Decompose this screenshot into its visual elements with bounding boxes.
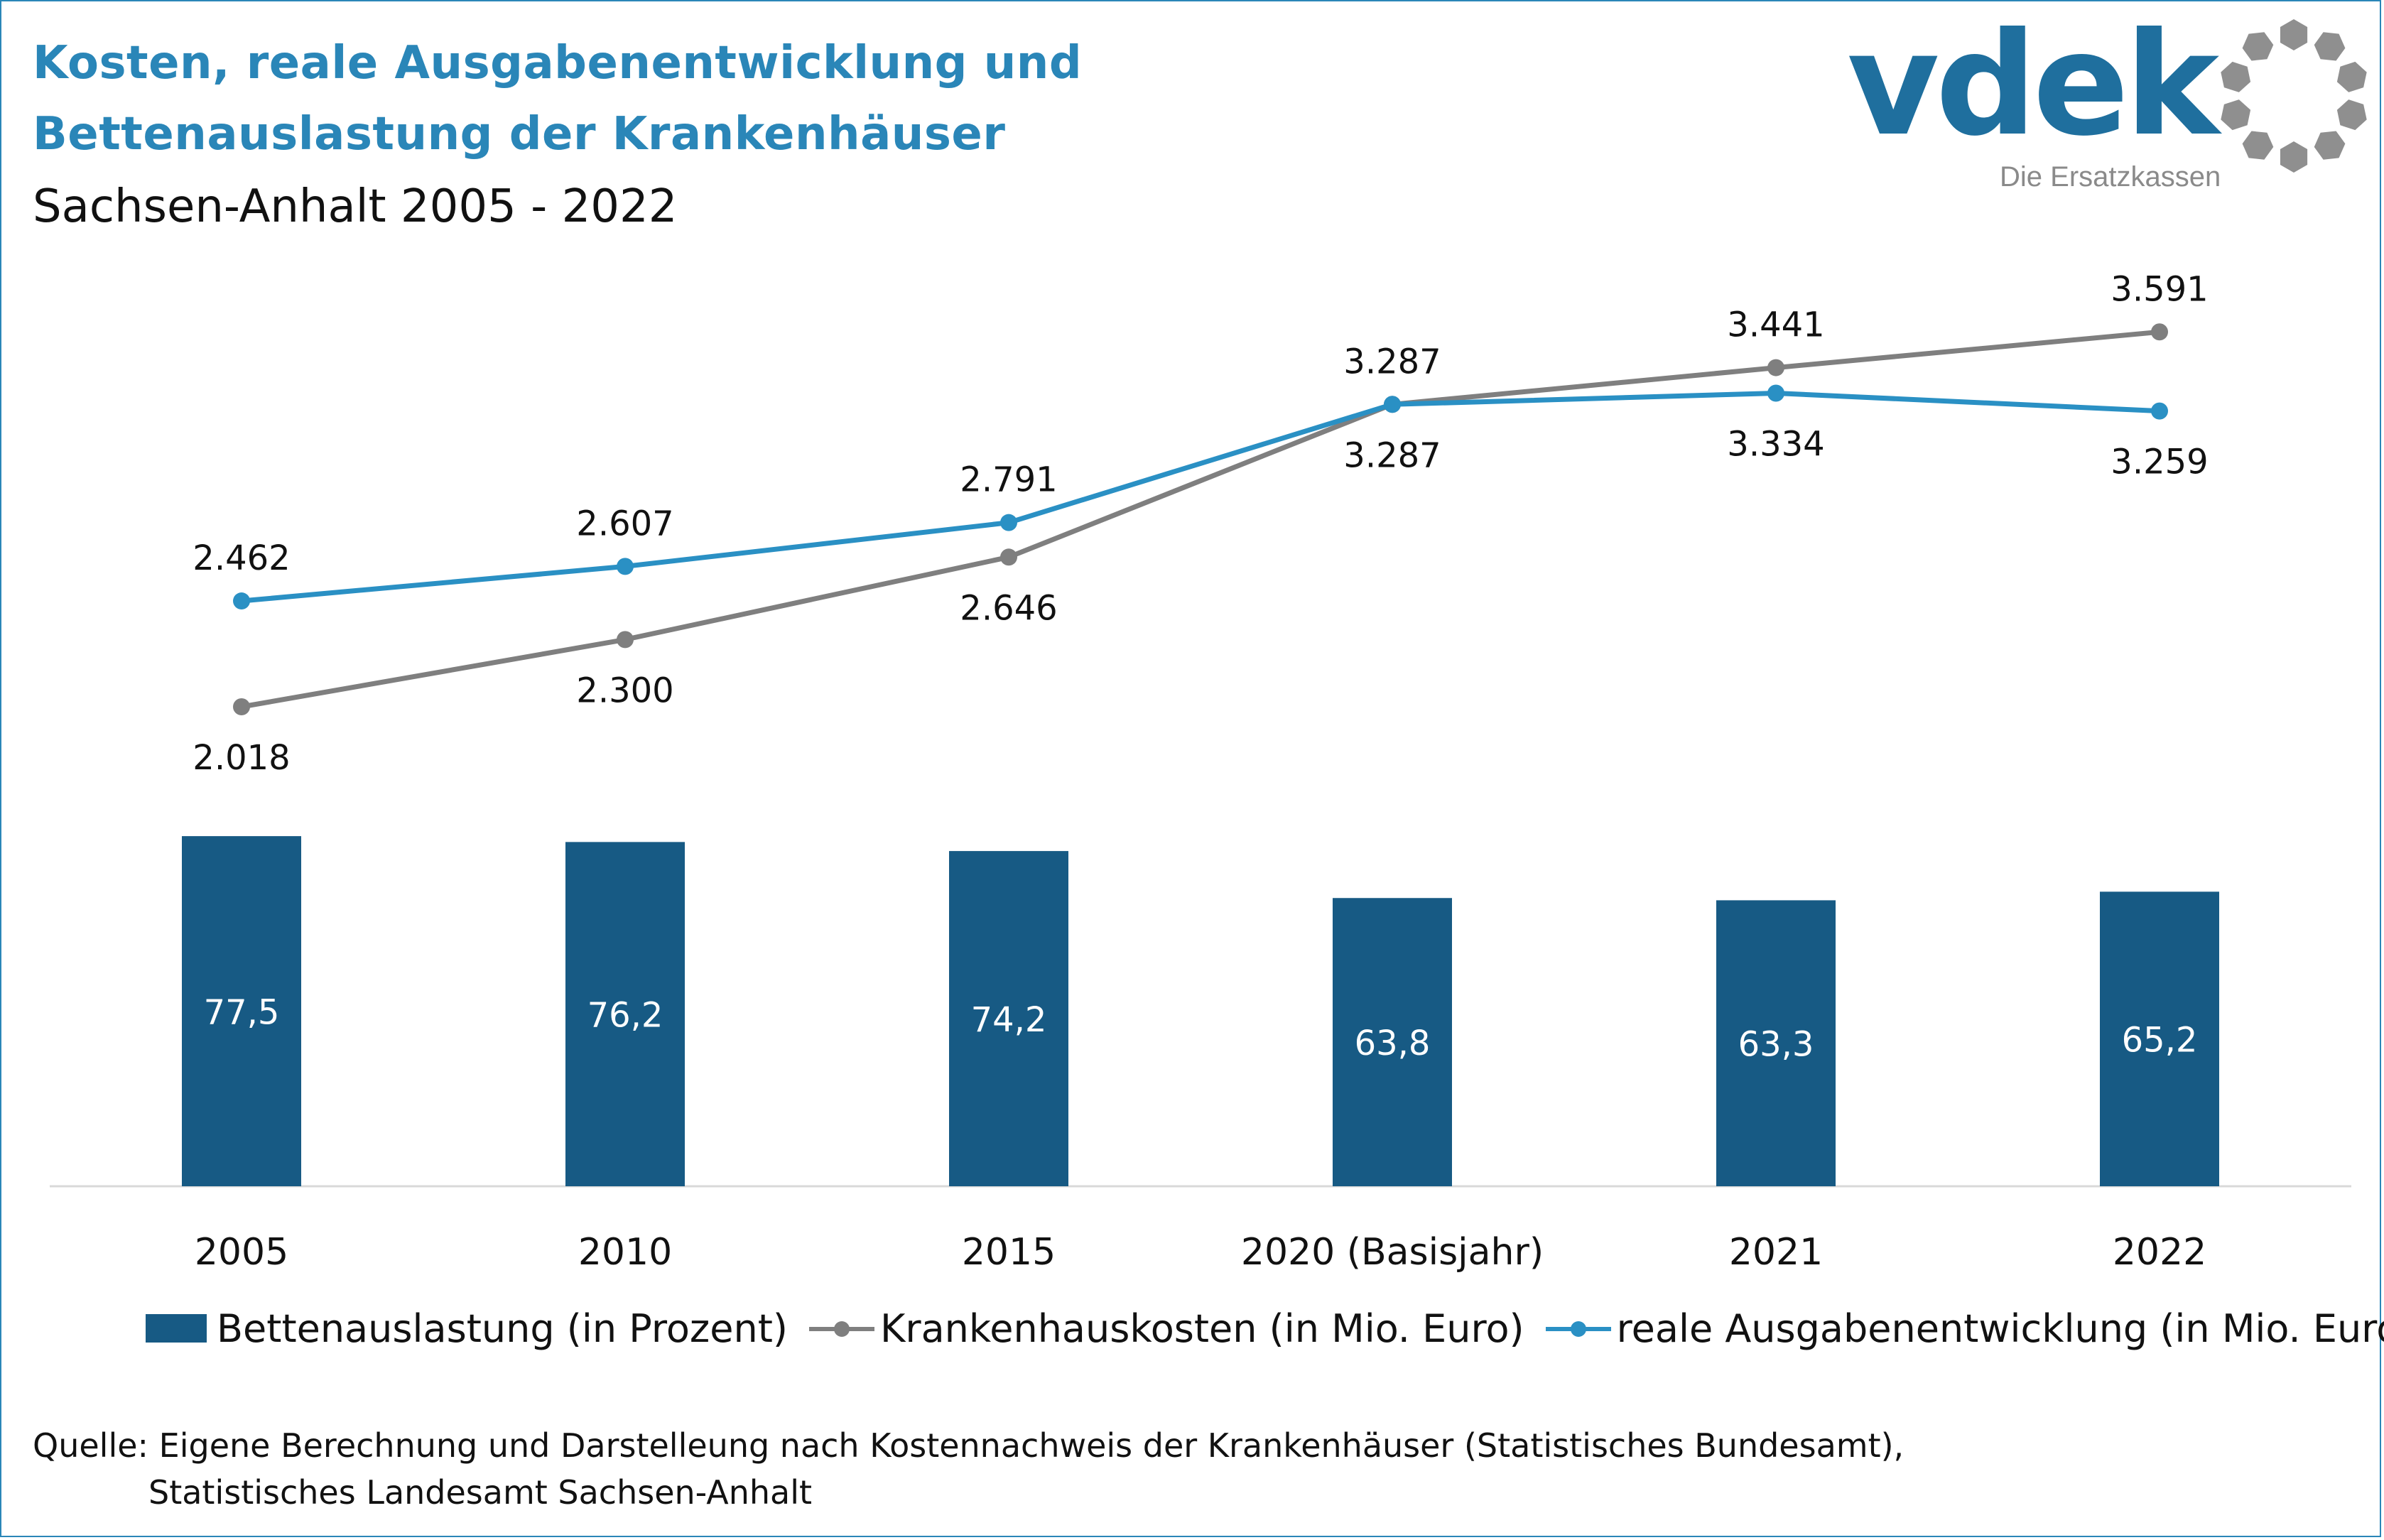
logo-ring-segment — [2336, 99, 2367, 131]
krankenhauskosten-value-label: 2.018 — [193, 738, 290, 778]
krankenhauskosten-point — [1767, 359, 1784, 376]
bar-bettenauslastung — [565, 842, 685, 1186]
reale-ausgaben-point — [1384, 396, 1401, 413]
logo-ring-segment — [2314, 32, 2346, 61]
bar-bettenauslastung — [1333, 898, 1452, 1186]
x-tick-label: 2022 — [2113, 1231, 2206, 1274]
bar-value-label: 63,3 — [1738, 1025, 1814, 1065]
bar-bettenauslastung — [2100, 891, 2219, 1186]
legend-swatch-cost-line — [808, 1314, 874, 1343]
bar-value-label: 76,2 — [587, 996, 663, 1036]
x-tick-label: 2021 — [1729, 1231, 1823, 1274]
krankenhauskosten-line — [241, 329, 2160, 710]
x-tick-label: 2005 — [195, 1231, 288, 1274]
legend-label-reale-ausgaben: reale Ausgabenentwicklung (in Mio. Euro) — [1616, 1306, 2384, 1351]
x-tick-label: 2020 (Basisjahr) — [1241, 1231, 1544, 1274]
reale-ausgaben-point — [2151, 402, 2168, 420]
krankenhauskosten-point — [1000, 548, 1017, 566]
krankenhauskosten-value-label: 3.591 — [2111, 269, 2208, 309]
source-line1: Quelle: Eigene Berechnung und Darstelleu… — [33, 1426, 1905, 1465]
reale-ausgaben-value-label: 3.259 — [2111, 443, 2208, 482]
x-tick-label: 2015 — [962, 1231, 1056, 1274]
logo-ring-segment — [2280, 19, 2308, 50]
reale-ausgaben-line — [241, 391, 2160, 604]
logo-wordmark: vdek — [1847, 2, 2219, 168]
logo-ring-segment — [2314, 131, 2346, 160]
legend-item-reale-ausgaben: reale Ausgabenentwicklung (in Mio. Euro) — [1545, 1306, 2384, 1351]
bar-value-label: 77,5 — [204, 993, 280, 1033]
reale-ausgaben-point — [233, 592, 250, 610]
reale-ausgaben-value-label: 2.791 — [960, 460, 1057, 500]
legend-swatch-real-line — [1545, 1314, 1611, 1343]
bar-value-label: 63,8 — [1355, 1024, 1431, 1063]
chart-title-line2: Bettenauslastung der Krankenhäuser — [33, 108, 1006, 161]
logo-ring-icon — [2221, 19, 2367, 173]
legend-label-bettenauslastung: Bettenauslastung (in Prozent) — [217, 1306, 788, 1351]
source-note: Quelle: Eigene Berechnung und Darstelleu… — [33, 1422, 1904, 1516]
reale-ausgaben-value-label: 3.287 — [1343, 435, 1441, 475]
legend-label-krankenhauskosten: Krankenhauskosten (in Mio. Euro) — [879, 1306, 1524, 1351]
krankenhauskosten-value-label: 2.300 — [576, 671, 673, 710]
legend-swatch-bar — [146, 1314, 207, 1343]
chart-legend: Bettenauslastung (in Prozent) Krankenhau… — [146, 1300, 2384, 1357]
krankenhauskosten-value-label: 2.646 — [960, 588, 1057, 628]
reale-ausgaben-point — [1767, 384, 1784, 402]
vdek-logo: vdek Die Ersatzkassen — [1847, 14, 2373, 199]
logo-ring-segment — [2336, 61, 2367, 92]
reale-ausgaben-value-label: 2.607 — [576, 504, 673, 543]
bar-value-label: 65,2 — [2122, 1021, 2198, 1061]
x-tick-label: 2010 — [578, 1231, 672, 1274]
logo-ring-segment — [2242, 131, 2274, 160]
chart-title-line1: Kosten, reale Ausgabenentwicklung und — [33, 37, 1083, 90]
krankenhauskosten-point — [233, 698, 250, 715]
bar-bettenauslastung — [182, 836, 301, 1186]
logo-ring-segment — [2221, 99, 2251, 131]
reale-ausgaben-value-label: 3.334 — [1727, 424, 1824, 464]
bar-value-label: 74,2 — [971, 1000, 1047, 1040]
reale-ausgaben-point — [617, 558, 634, 575]
chart-subtitle: Sachsen-Anhalt 2005 - 2022 — [33, 180, 678, 233]
logo-ring-segment — [2221, 61, 2251, 92]
logo-ring-segment — [2242, 32, 2274, 61]
krankenhauskosten-point — [2151, 323, 2168, 341]
source-line2: Statistisches Landesamt Sachsen-Anhalt — [148, 1473, 813, 1512]
bar-bettenauslastung — [949, 851, 1068, 1186]
krankenhauskosten-value-label: 3.287 — [1343, 342, 1441, 381]
logo-tagline: Die Ersatzkassen — [2000, 161, 2221, 192]
logo-ring-segment — [2280, 141, 2308, 173]
bar-bettenauslastung — [1716, 900, 1836, 1186]
reale-ausgaben-point — [1000, 514, 1017, 531]
krankenhauskosten-point — [617, 631, 634, 649]
reale-ausgaben-value-label: 2.462 — [193, 538, 290, 578]
krankenhauskosten-value-label: 3.441 — [1727, 305, 1824, 345]
legend-item-bettenauslastung: Bettenauslastung (in Prozent) — [146, 1306, 788, 1351]
legend-item-krankenhauskosten: Krankenhauskosten (in Mio. Euro) — [808, 1306, 1524, 1351]
